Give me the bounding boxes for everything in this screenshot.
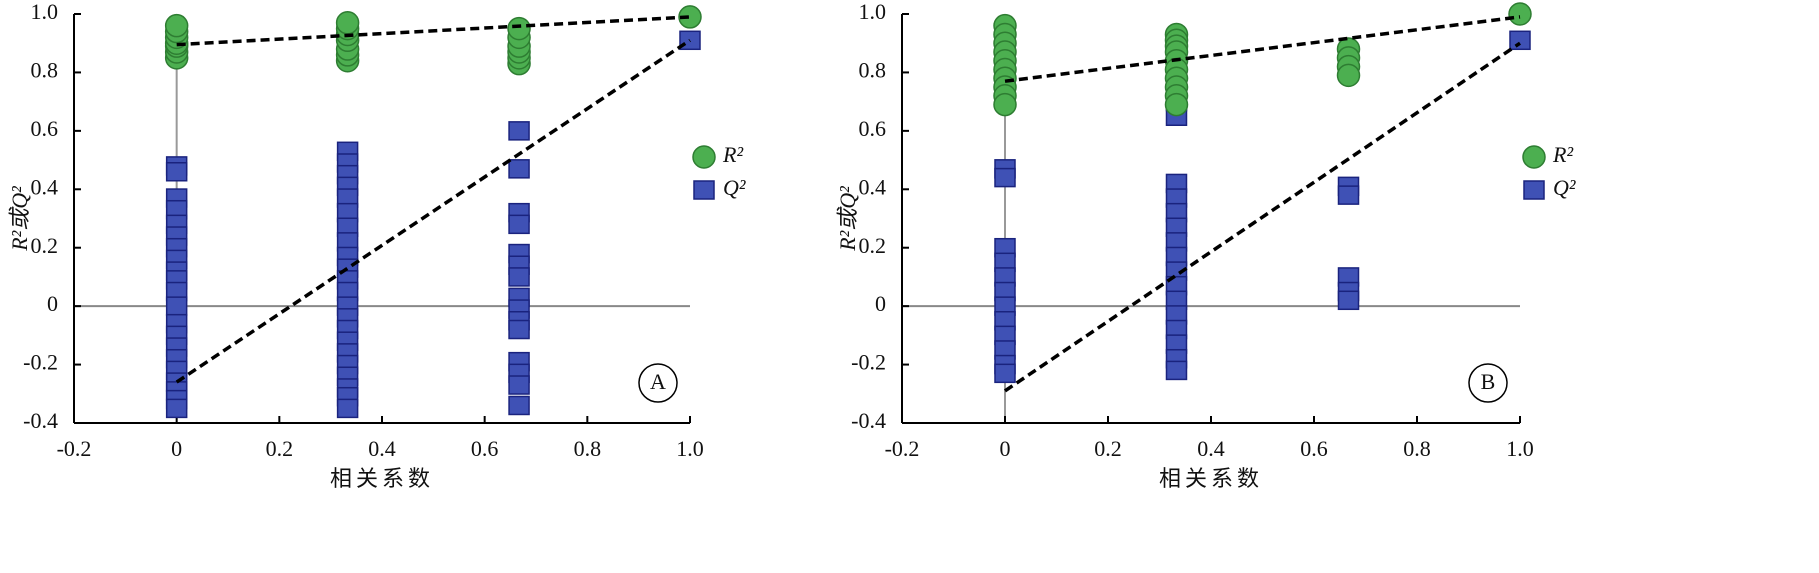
r2-point [1336, 63, 1361, 88]
r2-point [164, 13, 189, 38]
legend-swatch [1523, 180, 1545, 200]
x-tick-label: 0.6 [471, 436, 499, 461]
y-tick-label: 0.4 [859, 174, 887, 199]
x-tick-label: 0.2 [1094, 436, 1122, 461]
r2-point [993, 92, 1017, 117]
trend-line [176, 15, 691, 47]
x-tick-label: 0.6 [1300, 436, 1328, 461]
y-axis-label: R²或Q² [7, 186, 32, 252]
y-tick-label: 0 [875, 291, 886, 316]
y-tick-label: 0.4 [31, 174, 59, 199]
panel-label: B [1481, 369, 1496, 394]
y-tick-label: 0.6 [31, 116, 59, 141]
q2-point [336, 398, 359, 419]
q2-point [508, 214, 530, 235]
legend-label: Q² [1553, 175, 1576, 200]
r2-point [1508, 2, 1532, 26]
legend-label: Q² [723, 175, 746, 200]
y-tick-label: 1.0 [859, 0, 887, 24]
panel: -0.4 -0.2 0 0.2 0.4 0.6 0.8 1.0 -0.2 0 0.2 0.4 0.6 0.… [835, 0, 1576, 491]
x-tick-label: 0 [171, 436, 182, 461]
r2-point [678, 5, 702, 29]
legend-swatch [692, 145, 716, 169]
y-tick-label: 0.2 [859, 233, 887, 258]
y-tick-label: 0.8 [859, 57, 887, 82]
x-tick-label: -0.2 [57, 436, 92, 461]
legend-label: R² [1552, 142, 1573, 167]
trend-line [1004, 15, 1521, 83]
y-tick-label: -0.4 [851, 408, 886, 433]
y-tick-label: -0.4 [23, 408, 58, 433]
x-tick-label: 0 [1000, 436, 1011, 461]
panel-label-ring [638, 363, 678, 403]
legend-swatch [1522, 145, 1546, 169]
panel-label: A [650, 369, 666, 394]
y-tick-label: 0.2 [31, 233, 59, 258]
q2-point [165, 162, 188, 182]
panel-label-ring [1468, 363, 1508, 403]
q2-point [165, 398, 188, 419]
y-tick-label: 0 [47, 291, 58, 316]
x-tick-label: 1.0 [676, 436, 704, 461]
r2-point [1164, 92, 1189, 117]
legend-swatch [693, 180, 715, 200]
q2-point [1337, 290, 1360, 311]
q2-point [1165, 360, 1188, 381]
panel: -0.4 -0.2 0 0.2 0.4 0.6 0.8 1.0 -0.2 0 0.2 0.4 0.6 0.… [7, 0, 746, 491]
y-tick-label: -0.2 [23, 350, 58, 375]
q2-point [508, 395, 530, 416]
x-axis-label: 相关系数 [330, 466, 434, 491]
y-tick-label: 0.6 [859, 116, 887, 141]
x-tick-label: 0.4 [368, 436, 396, 461]
trend-line [1004, 41, 1521, 393]
q2-point [994, 167, 1016, 188]
q2-point [508, 121, 530, 141]
r2-point [507, 16, 531, 41]
y-tick-label: -0.2 [851, 350, 886, 375]
q2-point [508, 159, 530, 179]
x-tick-label: 0.8 [1403, 436, 1431, 461]
x-tick-label: 1.0 [1506, 436, 1534, 461]
q2-point [1509, 30, 1531, 51]
q2-point [508, 267, 530, 287]
x-tick-label: -0.2 [885, 436, 920, 461]
trend-line [175, 38, 691, 384]
x-tick-label: 0.8 [574, 436, 602, 461]
x-axis-label: 相关系数 [1159, 466, 1263, 491]
y-tick-label: 1.0 [31, 0, 59, 24]
x-tick-label: 0.4 [1197, 436, 1225, 461]
x-tick-label: 0.2 [266, 436, 294, 461]
y-axis-label: R²或Q² [835, 186, 860, 252]
legend-label: R² [722, 142, 743, 167]
r2-point [335, 11, 360, 35]
q2-point [994, 363, 1016, 384]
q2-point [508, 375, 530, 395]
q2-point [508, 319, 530, 340]
q2-point [165, 296, 188, 316]
q2-point [1337, 185, 1360, 205]
y-tick-label: 0.8 [31, 57, 59, 82]
